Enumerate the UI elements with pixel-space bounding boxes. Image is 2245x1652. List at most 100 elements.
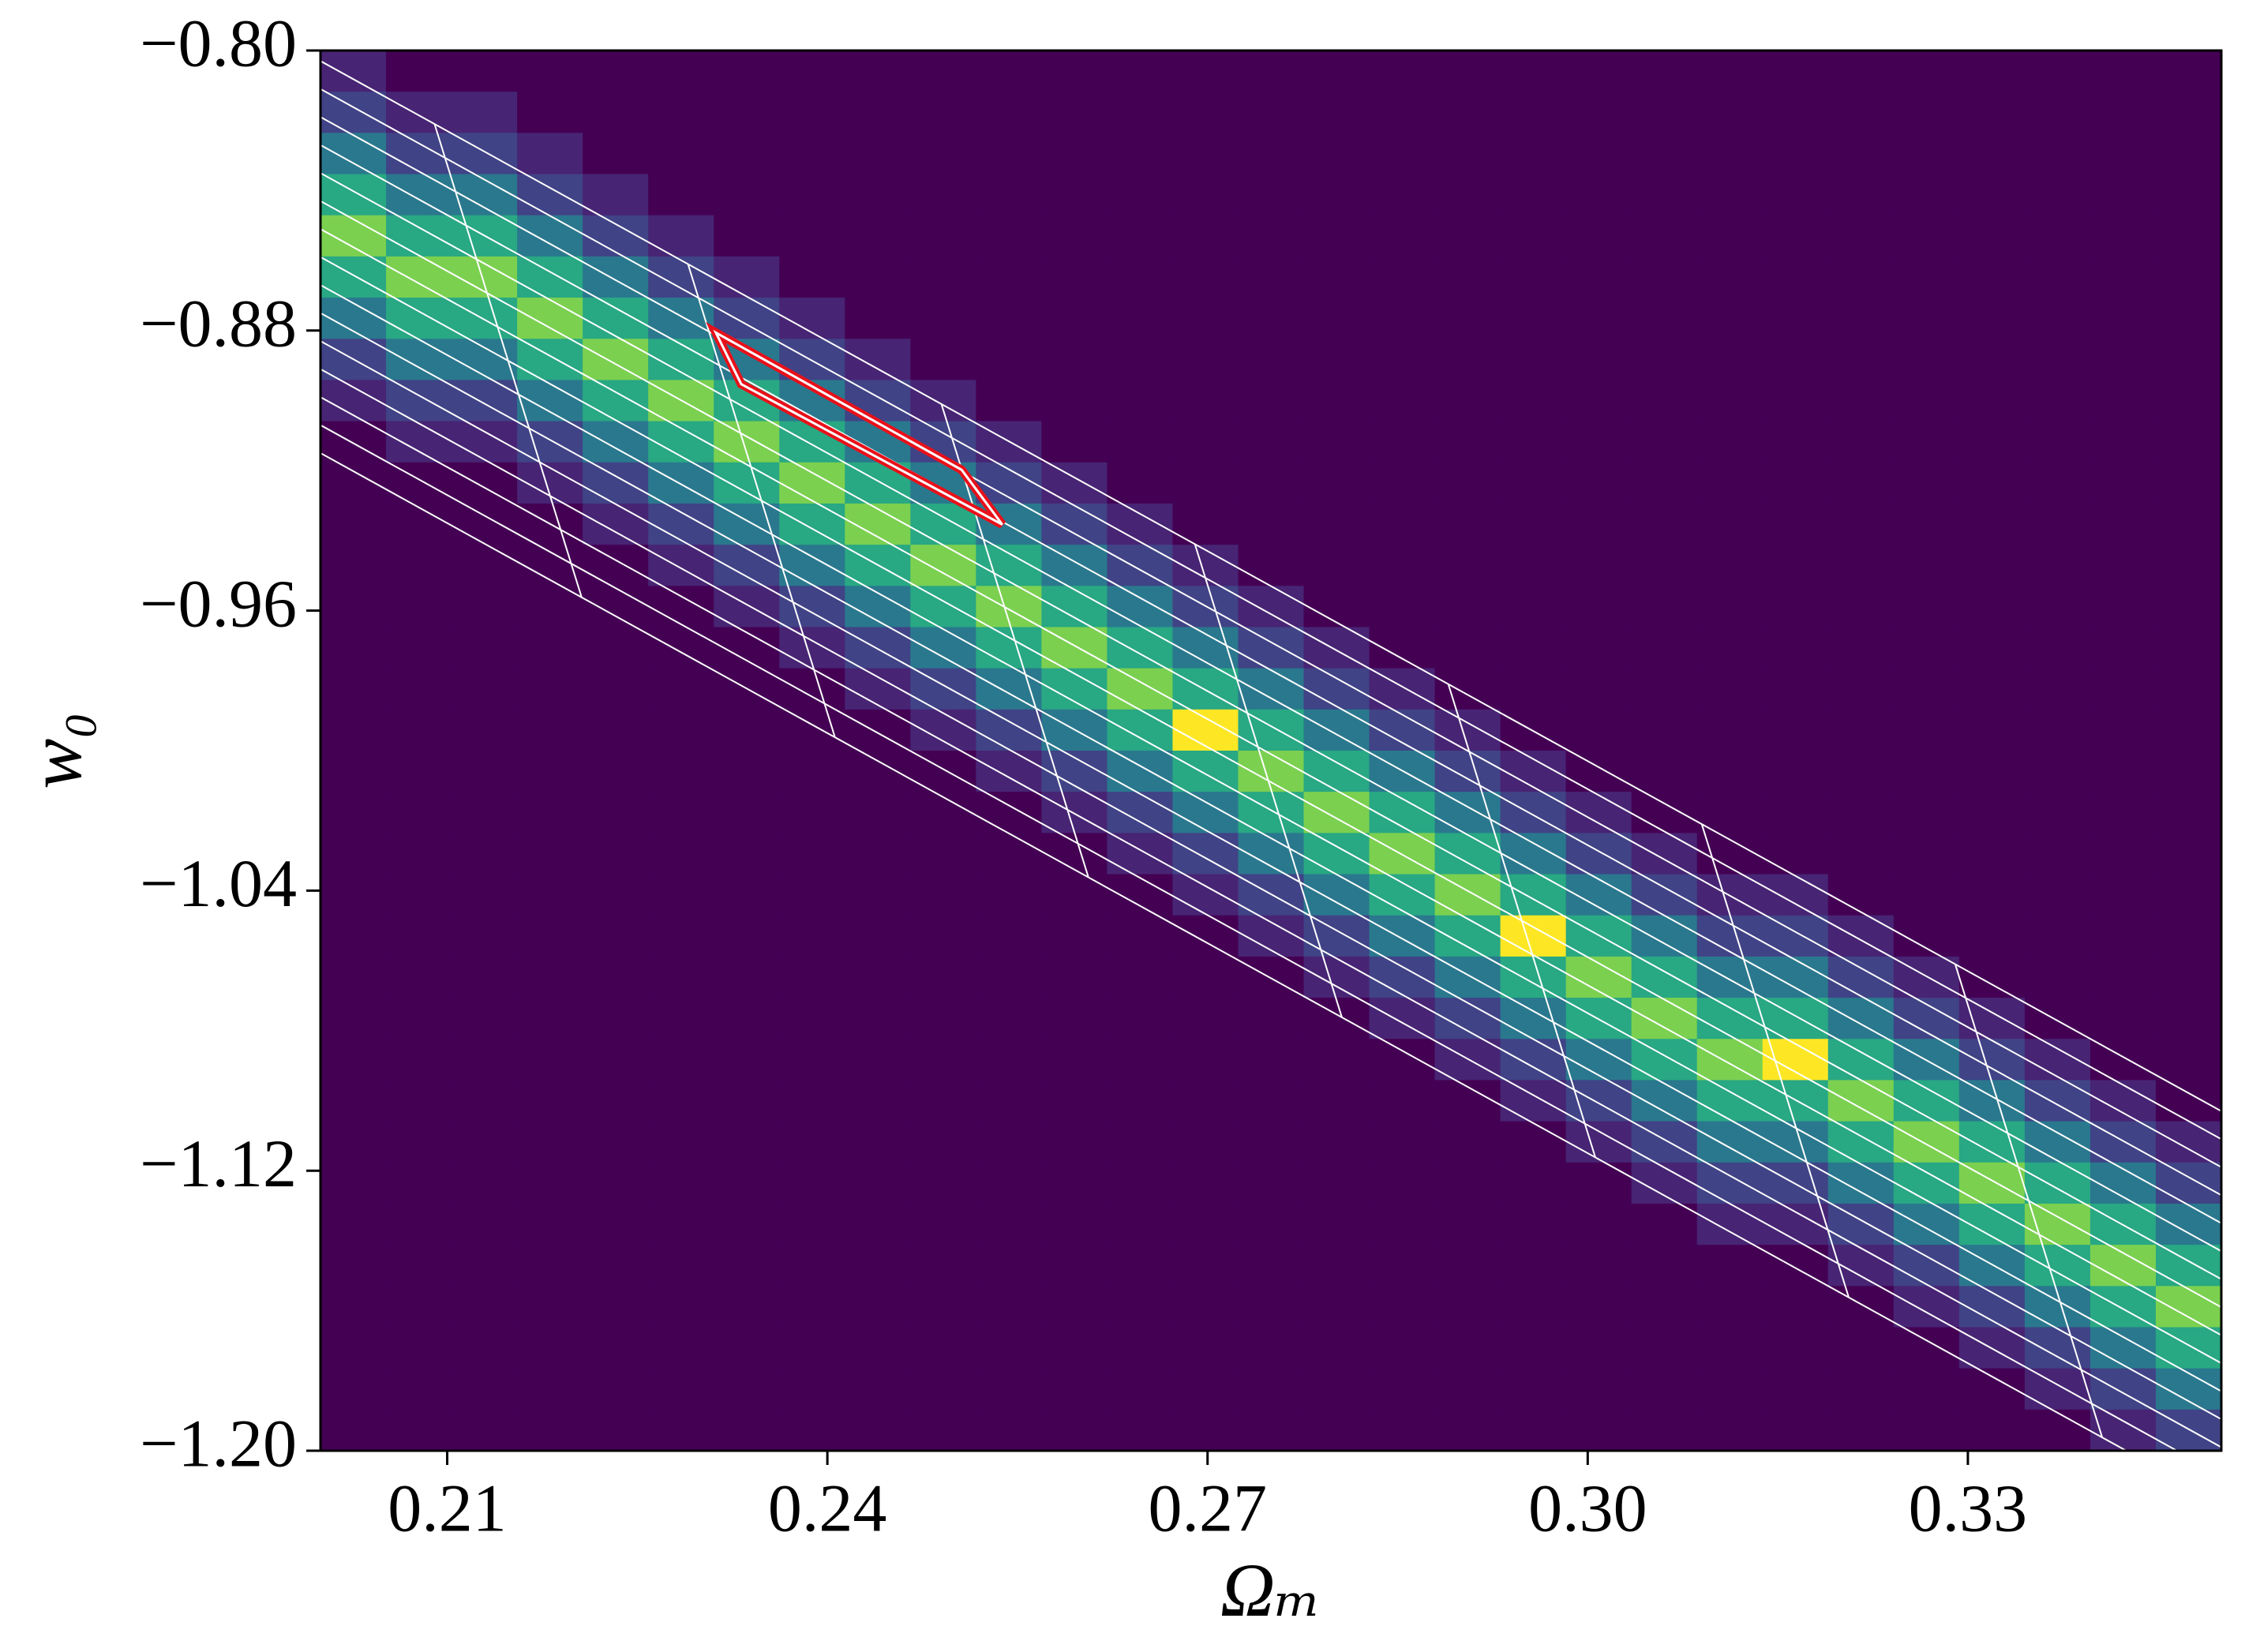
heat-cell (845, 874, 911, 916)
heat-cell (648, 1039, 714, 1081)
heat-cell (1565, 709, 1632, 751)
heat-cell (1041, 421, 1108, 463)
heat-cell (1696, 298, 1763, 339)
heat-cell (779, 709, 845, 751)
heat-cell (1303, 215, 1370, 257)
heat-cell (1041, 874, 1108, 916)
heat-cell (2155, 503, 2221, 545)
heat-cell (1303, 1162, 1370, 1204)
heat-cell (320, 1080, 387, 1122)
overlay (320, 60, 2221, 1451)
heat-cell (1958, 339, 2026, 381)
heat-cell (910, 668, 976, 710)
heat-cell (1500, 298, 1567, 339)
overlay-line (320, 88, 2221, 1141)
heat-cell (779, 174, 845, 216)
heat-cell (1762, 133, 1829, 175)
heat-cell (1500, 1327, 1567, 1369)
heat-cell (583, 133, 649, 175)
heat-cell (1172, 339, 1239, 381)
heat-cell (452, 792, 518, 833)
heat-cell (2155, 51, 2221, 92)
heat-cell (1762, 462, 1829, 504)
heat-cell (1172, 133, 1239, 175)
heat-cell (648, 545, 714, 586)
x-tick-label: 0.27 (1148, 1470, 1267, 1546)
heat-cell (320, 1203, 387, 1246)
heat-cell (2089, 421, 2157, 463)
heat-cell (1369, 1327, 1436, 1369)
heat-cell (1303, 915, 1370, 957)
heat-cell (1434, 1162, 1501, 1204)
heat-cell (386, 1080, 452, 1122)
heat-cell (1041, 380, 1108, 422)
heat-cell (1696, 998, 1763, 1040)
heat-cell (1107, 1409, 1174, 1451)
heat-cell (1107, 874, 1174, 916)
heat-cell (714, 133, 780, 175)
heat-cell (583, 627, 649, 669)
heat-cell (714, 421, 780, 463)
heat-cell (1303, 874, 1370, 916)
heat-cell (2155, 545, 2221, 586)
heat-cell (1041, 339, 1108, 381)
heat-cell (2155, 174, 2221, 216)
heat-cell (648, 792, 714, 833)
heat-cell (1238, 1121, 1305, 1163)
heat-cell (583, 915, 649, 957)
heat-cell (1958, 462, 2026, 504)
heat-cell (648, 627, 714, 669)
heat-cell (1369, 545, 1436, 586)
heat-cell (1565, 133, 1632, 175)
heat-cell (1500, 92, 1567, 133)
heat-cell (1434, 833, 1501, 875)
y-tick-label: −1.12 (140, 1126, 297, 1201)
heat-cell (1762, 1368, 1829, 1410)
heat-cell (1958, 751, 2026, 792)
heat-cell (648, 586, 714, 628)
heat-cell (1238, 668, 1305, 710)
heat-cell (779, 1368, 845, 1410)
heat-cell (1893, 1203, 1960, 1246)
heat-cell (845, 92, 911, 133)
heat-cell (1434, 1409, 1501, 1451)
heat-cell (517, 1327, 583, 1369)
heat-cell (1762, 792, 1829, 833)
heat-cell (1107, 545, 1174, 586)
heat-cell (517, 1039, 583, 1081)
x-tick-label: 0.21 (388, 1470, 507, 1546)
heat-cell (1303, 751, 1370, 792)
heat-cell (1369, 1162, 1436, 1204)
x-tick-label: 0.24 (768, 1470, 887, 1546)
heat-cell (517, 256, 583, 298)
heat-cell (779, 792, 845, 833)
heat-cell (1500, 215, 1567, 257)
heat-cell (1893, 298, 1960, 339)
heat-cell (1434, 380, 1501, 422)
heat-cell (779, 1080, 845, 1122)
heat-cell (1500, 1203, 1567, 1246)
heat-cell (2155, 627, 2221, 669)
heat-cell (320, 998, 387, 1040)
heat-cell (1696, 668, 1763, 710)
heat-cell (845, 256, 911, 298)
heat-cell (1434, 792, 1501, 833)
heat-cell (1893, 668, 1960, 710)
y-tick-label: −0.88 (140, 286, 297, 361)
heat-cell (1762, 503, 1829, 545)
heat-cell (2155, 133, 2221, 175)
heat-cell (583, 51, 649, 92)
heat-cell (779, 215, 845, 257)
heat-cell (976, 256, 1042, 298)
heat-cell (452, 545, 518, 586)
heat-cell (2024, 915, 2091, 957)
heat-cell (1500, 956, 1567, 998)
heat-cell (1631, 174, 1698, 216)
heat-cell (1303, 1121, 1370, 1163)
heat-cell (1107, 668, 1174, 710)
heat-cell (1041, 1121, 1108, 1163)
heat-cell (1172, 380, 1239, 422)
heat-cell (2089, 1368, 2157, 1410)
heat-cell (1827, 215, 1895, 257)
heat-cell (1893, 92, 1960, 133)
